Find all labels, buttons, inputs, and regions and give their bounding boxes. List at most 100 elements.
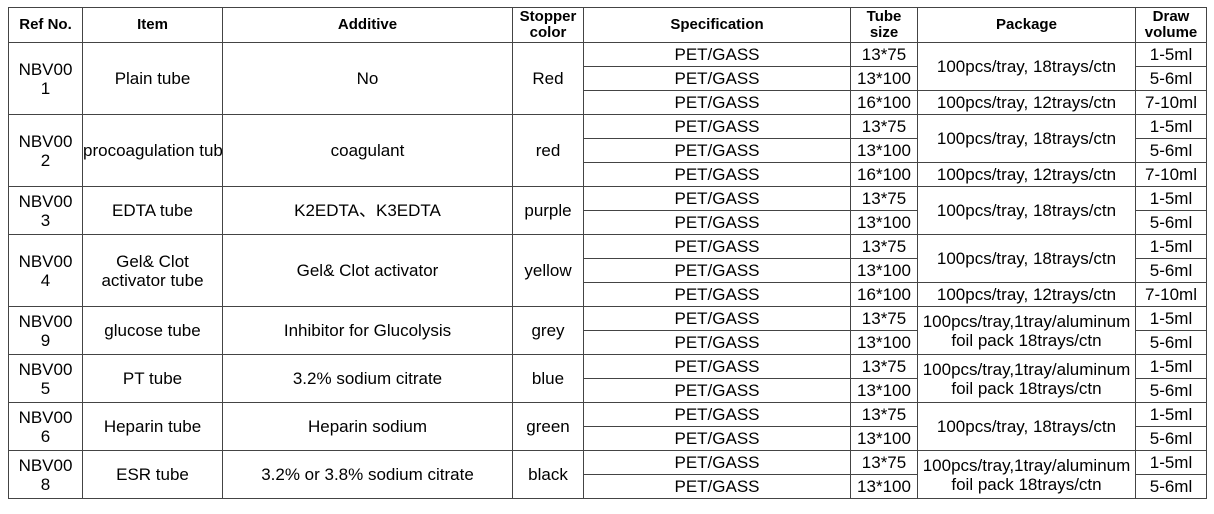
specification-cell: PET/GASS	[583, 354, 851, 379]
package-cell: 100pcs/tray, 18trays/ctn	[917, 234, 1136, 283]
ref-no-cell-text: NBV006	[18, 407, 73, 446]
ref-no-cell-text: NBV002	[18, 131, 73, 170]
product-table: Ref No. Item Additive Stopper color Spec…	[8, 7, 1207, 499]
ref-no-cell: NBV006	[8, 402, 83, 451]
table-row: PET/GASS 16*100 100pcs/tray, 12trays/ctn 7-…	[9, 162, 1207, 187]
stopper-color-cell: purple	[512, 186, 584, 235]
table-row: PET/GASS 13*100 5-6ml	[9, 426, 1207, 451]
table-row: NBV004 Gel& Clot activator tube Gel& Clot …	[8, 234, 1207, 307]
additive-cell: Inhibitor for Glucolysis	[222, 306, 513, 355]
ref-no-cell-text: NBV005	[18, 359, 73, 398]
table-row: PET/GASS 16*100 100pcs/tray, 12trays/ctn 7-…	[9, 282, 1207, 307]
ref-no-cell-text: NBV001	[18, 59, 73, 98]
table-row: NBV001 Plain tube No Red PET/GASS 13*75 100pcs…	[8, 42, 1207, 115]
specification-cell: PET/GASS	[583, 186, 851, 211]
item-cell: ESR tube	[82, 450, 223, 499]
table-row: NBV002 procoagulation tube coagulant red PET…	[8, 114, 1207, 187]
header-draw-volume: Draw volume	[1135, 7, 1207, 43]
specification-cell: PET/GASS	[583, 138, 851, 163]
stopper-color-cell: blue	[512, 354, 584, 403]
package-cell: 100pcs/tray, 18trays/ctn	[917, 42, 1136, 91]
draw-volume-cell: 5-6ml	[1135, 426, 1207, 451]
table-row: PET/GASS 16*100 100pcs/tray, 12trays/ctn 7-…	[9, 90, 1207, 115]
item-cell: Gel& Clot activator tube	[82, 234, 223, 307]
specification-cell: PET/GASS	[583, 210, 851, 235]
draw-volume-cell: 1-5ml	[1135, 450, 1207, 475]
tube-size-cell: 13*100	[850, 210, 918, 235]
tube-size-cell: 16*100	[850, 162, 918, 187]
stopper-color-cell: red	[512, 114, 584, 187]
package-cell-text: 100pcs/tray,1tray/aluminum foil pack 18t…	[922, 311, 1131, 350]
tube-size-cell: 13*75	[850, 114, 918, 139]
header-specification: Specification	[583, 7, 851, 43]
package-cell: 100pcs/tray, 18trays/ctn	[917, 186, 1136, 235]
tube-size-cell: 13*75	[850, 234, 918, 259]
specification-cell: PET/GASS	[583, 282, 851, 307]
tube-size-cell: 13*75	[850, 354, 918, 379]
table-body: NBV001 Plain tube No Red PET/GASS 13*75 100pcs…	[8, 42, 1207, 499]
draw-volume-cell: 7-10ml	[1135, 90, 1207, 115]
table-row: PET/GASS 13*100 5-6ml	[9, 66, 1207, 91]
specification-cell: PET/GASS	[583, 90, 851, 115]
additive-cell: Gel& Clot activator	[222, 234, 513, 307]
package-cell: 100pcs/tray,1tray/aluminum foil pack 18t…	[917, 450, 1136, 499]
tube-size-cell: 16*100	[850, 90, 918, 115]
tube-size-cell: 13*100	[850, 66, 918, 91]
draw-volume-cell: 1-5ml	[1135, 402, 1207, 427]
item-cell: glucose tube	[82, 306, 223, 355]
ref-no-cell: NBV009	[8, 306, 83, 355]
specification-cell: PET/GASS	[583, 474, 851, 499]
package-cell-text: 100pcs/tray, 12trays/ctn	[936, 165, 1117, 184]
tube-size-cell: 13*100	[850, 378, 918, 403]
tube-size-cell: 13*100	[850, 474, 918, 499]
tube-size-cell: 13*75	[850, 450, 918, 475]
specification-cell: PET/GASS	[583, 234, 851, 259]
tube-size-cell: 13*100	[850, 330, 918, 355]
package-cell: 100pcs/tray, 18trays/ctn	[917, 114, 1136, 163]
package-cell: 100pcs/tray,1tray/aluminum foil pack 18t…	[917, 354, 1136, 403]
ref-no-cell: NBV005	[8, 354, 83, 403]
header-row: Ref No. Item Additive Stopper color Spec…	[8, 7, 1207, 43]
draw-volume-cell: 7-10ml	[1135, 282, 1207, 307]
draw-volume-cell: 5-6ml	[1135, 258, 1207, 283]
specification-cell: PET/GASS	[583, 162, 851, 187]
item-cell: procoagulation tube	[82, 114, 223, 187]
package-cell-text: 100pcs/tray, 18trays/ctn	[936, 129, 1117, 148]
specification-cell: PET/GASS	[583, 114, 851, 139]
stopper-color-cell: yellow	[512, 234, 584, 307]
package-cell: 100pcs/tray, 12trays/ctn	[917, 162, 1136, 187]
additive-cell: Heparin sodium	[222, 402, 513, 451]
specification-cell: PET/GASS	[583, 66, 851, 91]
table-row: NBV009 glucose tube Inhibitor for Glucolys…	[8, 306, 1207, 355]
additive-cell: 3.2% sodium citrate	[222, 354, 513, 403]
ref-no-cell: NBV008	[8, 450, 83, 499]
draw-volume-cell: 5-6ml	[1135, 378, 1207, 403]
draw-volume-cell: 5-6ml	[1135, 66, 1207, 91]
draw-volume-cell: 5-6ml	[1135, 474, 1207, 499]
package-cell-text: 100pcs/tray, 18trays/ctn	[936, 57, 1117, 76]
table-row: PET/GASS 13*100 5-6ml	[9, 330, 1207, 355]
tube-size-cell: 13*75	[850, 42, 918, 67]
specification-cell: PET/GASS	[583, 450, 851, 475]
stopper-color-cell: black	[512, 450, 584, 499]
package-cell-text: 100pcs/tray, 18trays/ctn	[936, 417, 1117, 436]
draw-volume-cell: 5-6ml	[1135, 138, 1207, 163]
tube-size-cell: 13*75	[850, 402, 918, 427]
specification-cell: PET/GASS	[583, 330, 851, 355]
table-row: PET/GASS 13*100 5-6ml	[9, 210, 1207, 235]
ref-no-cell: NBV002	[8, 114, 83, 187]
tube-size-cell: 13*100	[850, 138, 918, 163]
draw-volume-cell: 5-6ml	[1135, 330, 1207, 355]
specification-cell: PET/GASS	[583, 42, 851, 67]
ref-no-cell-text: NBV009	[18, 311, 73, 350]
package-cell: 100pcs/tray,1tray/aluminum foil pack 18t…	[917, 306, 1136, 355]
ref-no-cell: NBV004	[8, 234, 83, 307]
draw-volume-cell: 1-5ml	[1135, 114, 1207, 139]
item-cell: Heparin tube	[82, 402, 223, 451]
ref-no-cell-text: NBV008	[18, 455, 73, 494]
specification-cell: PET/GASS	[583, 258, 851, 283]
package-cell-text: 100pcs/tray,1tray/aluminum foil pack 18t…	[922, 455, 1131, 494]
table-row: NBV005 PT tube 3.2% sodium citrate blue PET/…	[8, 354, 1207, 403]
package-cell: 100pcs/tray, 18trays/ctn	[917, 402, 1136, 451]
specification-cell: PET/GASS	[583, 426, 851, 451]
